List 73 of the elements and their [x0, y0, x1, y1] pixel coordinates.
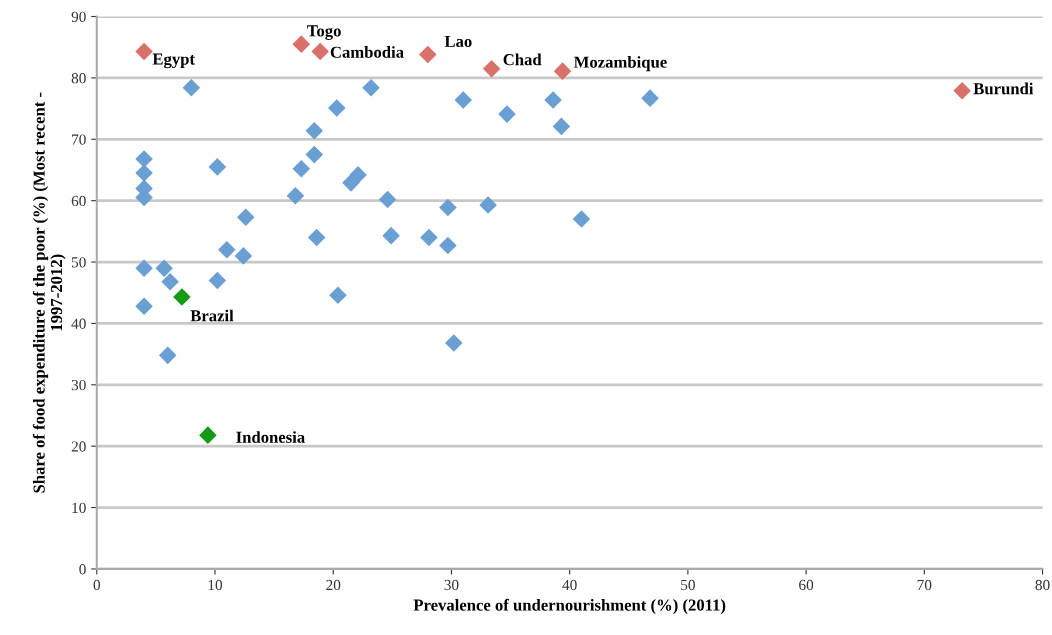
point [161, 272, 179, 291]
point [208, 271, 227, 290]
point [158, 346, 177, 365]
point [479, 196, 497, 214]
x-tick-label: 20 [326, 579, 341, 591]
y-tick-label: 10 [72, 502, 86, 514]
annotation: Chad [503, 53, 542, 66]
annotation: Lao [444, 35, 472, 48]
annotation: Brazil [190, 309, 234, 322]
y-tick-label: 30 [71, 379, 86, 391]
annotation: Indonesia [236, 431, 305, 443]
y-tick-label: 90 [71, 11, 86, 22]
point [218, 240, 236, 259]
x-tick-label: 70 [917, 579, 932, 591]
point [953, 82, 971, 100]
point [182, 78, 201, 97]
point [329, 286, 347, 304]
y-tick-label: 0 [79, 564, 86, 575]
point [305, 145, 324, 164]
x-tick-label: 0 [93, 579, 101, 591]
point [135, 150, 153, 168]
point [439, 198, 457, 217]
annotation: Togo [307, 25, 341, 40]
y-tick-label: 80 [71, 73, 86, 84]
point [135, 42, 153, 61]
point [307, 228, 326, 247]
y-tick-label: 70 [72, 134, 86, 145]
point [234, 247, 253, 265]
y-axis-title: Share of food expenditure of the poor (%) (Most recent - 1997-2012) [32, 92, 66, 493]
point [544, 91, 562, 109]
annotation: Egypt [152, 53, 195, 69]
x-tick-label: 40 [562, 579, 577, 591]
point [327, 99, 346, 117]
point [173, 288, 191, 306]
point [135, 164, 153, 182]
point [135, 297, 153, 316]
point [135, 259, 153, 277]
x-tick-label: 30 [444, 579, 459, 591]
point [498, 105, 516, 123]
point [199, 426, 217, 444]
annotation: Mozambique [573, 56, 667, 72]
point [311, 42, 329, 61]
y-tick-label: 50 [71, 257, 86, 268]
x-tick-label: 10 [208, 579, 223, 591]
y-tick-label: 40 [71, 318, 86, 329]
y-tick-label: 20 [71, 441, 86, 452]
x-axis-title: Prevalence of undernourishment (%) (2011) [413, 598, 726, 615]
x-tick-label: 60 [799, 579, 814, 591]
annotation: Burundi [973, 82, 1034, 95]
point [382, 226, 400, 245]
point [419, 45, 437, 64]
x-tick-label: 50 [681, 579, 695, 591]
point [378, 190, 397, 209]
point [445, 334, 463, 352]
x-tick-label: 80 [1035, 579, 1050, 591]
point [553, 62, 572, 80]
point [482, 59, 501, 78]
point [439, 236, 457, 255]
point [286, 186, 305, 205]
annotation: Cambodia [330, 46, 404, 58]
point [155, 259, 173, 277]
point [362, 78, 380, 97]
y-tick-label: 60 [71, 195, 86, 207]
point [641, 89, 659, 107]
point [208, 158, 227, 176]
point [349, 166, 367, 184]
point [454, 91, 473, 109]
point [552, 117, 571, 136]
point [236, 208, 255, 227]
point [420, 228, 438, 247]
point [292, 159, 311, 178]
point [572, 210, 591, 228]
point [305, 121, 324, 140]
